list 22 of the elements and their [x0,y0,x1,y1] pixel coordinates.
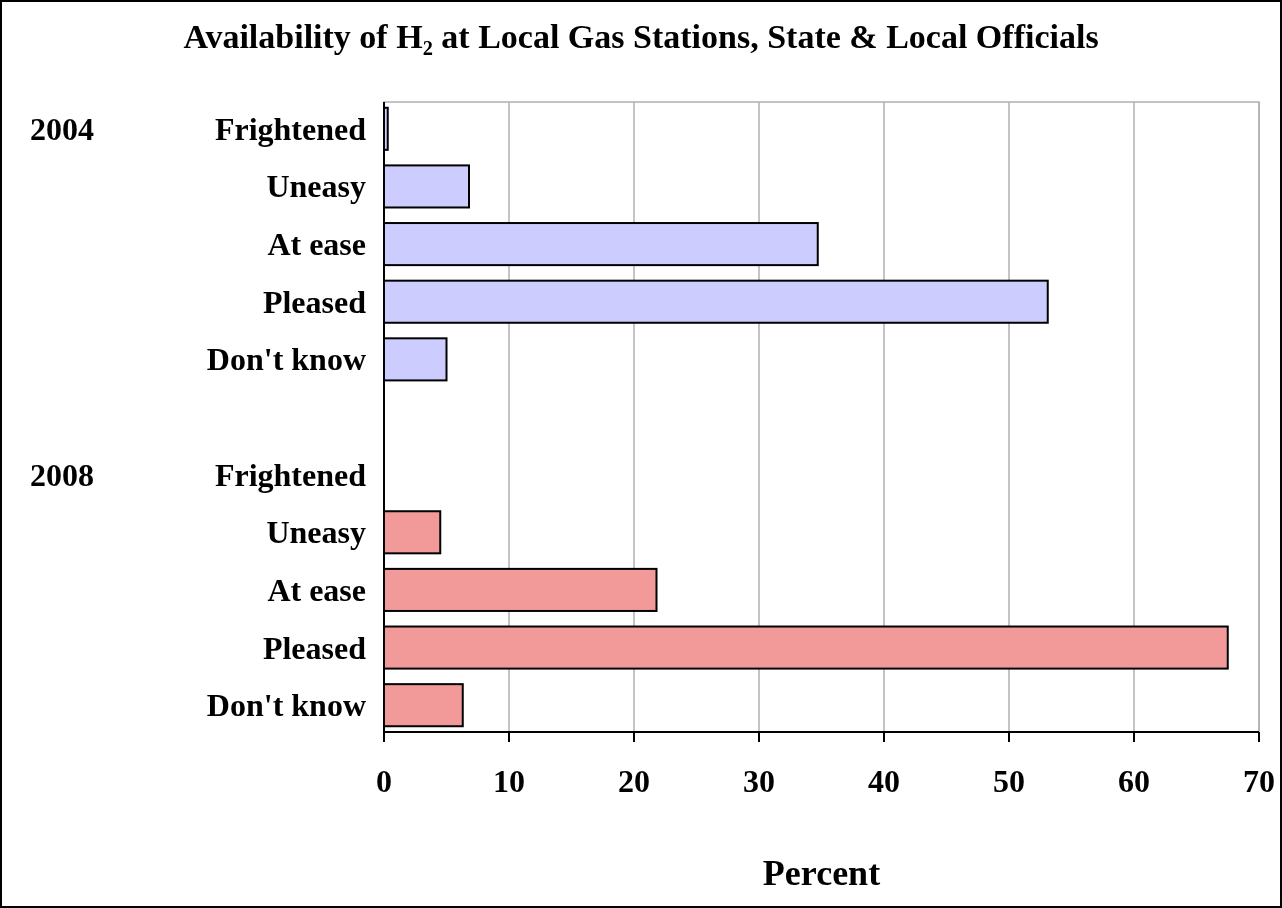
y-tick-label: At ease [267,571,366,608]
chart-title: Availability of H₂ at Local Gas Stations, State & Local Officials [183,18,1099,55]
text: 2008 [30,456,94,493]
y-tick-label: At ease [267,226,366,263]
y-tick-label: Frightened [214,110,367,147]
y-tick-label: Uneasy [266,168,366,205]
y-tick-label: Pleased [262,283,367,320]
x-tick-label: 20 [618,763,650,799]
y-tick-label: Don't know [206,687,366,724]
y-tick-label: Frightened [214,456,367,493]
x-tick-label: 50 [993,763,1025,799]
text: 2004 [30,110,94,147]
y-tick-label: Uneasy [266,514,366,551]
x-tick-label: 0 [376,763,392,799]
x-tick-label: 10 [493,763,525,799]
x-tick-label: 60 [1118,763,1150,799]
x-tick-label: 30 [743,763,775,799]
x-tick-label: 70 [1243,763,1275,799]
x-axis-title: Percent [762,853,881,893]
y-tick-label: Pleased [262,629,367,666]
x-tick-label: 40 [868,763,900,799]
y-tick-label: Don't know [206,341,366,378]
